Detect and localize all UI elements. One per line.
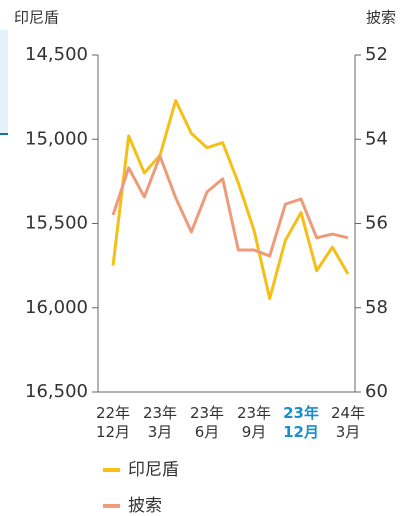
y2-tick-label: 58 [365, 297, 388, 318]
y2-tick-label: 52 [365, 44, 388, 65]
x-tick-label: 22年 12月 [95, 404, 131, 441]
line-series [111, 98, 350, 300]
y2-tick-label: 60 [365, 381, 388, 402]
x-tick-label: 24年 3月 [331, 404, 366, 441]
line-series [111, 154, 349, 258]
x-tick-label: 23年 12月 [283, 404, 319, 441]
y2-tick-label: 56 [365, 213, 388, 234]
y-tick-label: 15,500 [25, 213, 88, 234]
legend-label: 披索 [128, 496, 162, 516]
y-tick-label: 16,500 [25, 381, 88, 402]
x-tick-label: 23年 3月 [142, 404, 178, 441]
x-tick-label: 23年 9月 [236, 404, 272, 441]
y-tick-label: 14,500 [25, 44, 88, 65]
y-tick-label: 15,000 [25, 128, 88, 149]
y2-tick-label: 54 [365, 128, 388, 149]
x-tick-label: 23年 6月 [189, 404, 225, 441]
side-panel [0, 30, 8, 134]
legend-label: 印尼盾 [128, 460, 179, 480]
y2-axis-label: 披索 [366, 9, 396, 27]
y-axis-label: 印尼盾 [14, 9, 59, 27]
y-tick-label: 16,000 [25, 297, 88, 318]
